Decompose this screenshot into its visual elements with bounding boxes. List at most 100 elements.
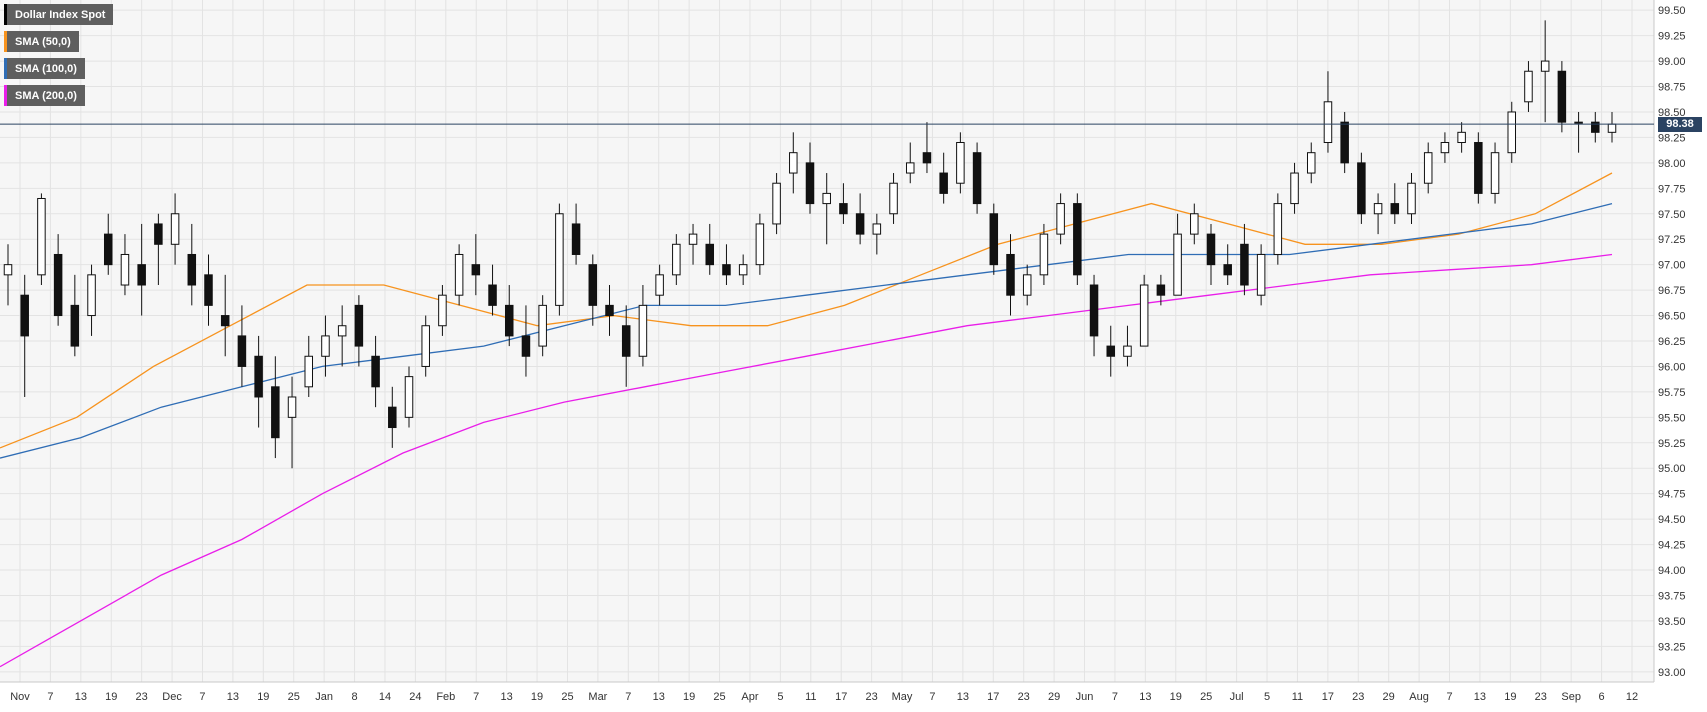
- candle-body: [1557, 70, 1567, 123]
- y-tick-label: 94.00: [1658, 565, 1686, 577]
- y-tick-label: 93.00: [1658, 667, 1686, 679]
- candle-body: [588, 264, 598, 306]
- candle-body: [220, 315, 230, 327]
- x-tick-label: 25: [561, 691, 573, 703]
- x-tick-label: Sep: [1561, 691, 1581, 703]
- y-tick-label: 94.75: [1658, 489, 1686, 501]
- x-tick-label: Jun: [1076, 691, 1094, 703]
- x-tick-label: 17: [1322, 691, 1334, 703]
- candle-body: [1474, 142, 1483, 194]
- candle-body: [989, 213, 999, 266]
- candlesticks: [3, 20, 1617, 469]
- candle-body: [688, 233, 698, 245]
- legend-swatch-sma200: [4, 85, 7, 106]
- x-tick-label: 7: [1112, 691, 1118, 703]
- y-tick-label: 99.50: [1658, 5, 1686, 17]
- candle-body: [1273, 203, 1283, 255]
- y-tick-label: 97.50: [1658, 209, 1686, 221]
- y-tick-label: 98.00: [1658, 158, 1686, 170]
- y-tick-label: 93.75: [1658, 590, 1686, 602]
- candle-body: [555, 213, 564, 306]
- y-tick-label: 96.75: [1658, 285, 1686, 297]
- x-tick-label: 19: [1504, 691, 1516, 703]
- x-tick-label: 19: [531, 691, 543, 703]
- candle-body: [1240, 243, 1249, 286]
- candle-body: [1591, 121, 1600, 133]
- candle-body: [70, 304, 80, 347]
- sma-line: [0, 172, 1613, 449]
- x-tick-label: 7: [1446, 691, 1452, 703]
- x-tick-label: 5: [1264, 691, 1270, 703]
- x-tick-label: 25: [288, 691, 300, 703]
- x-tick-label: 13: [501, 691, 513, 703]
- x-tick-label: Nov: [10, 691, 30, 703]
- candle-body: [605, 304, 614, 317]
- candle-body: [237, 335, 247, 367]
- x-tick-label: 7: [929, 691, 935, 703]
- candle-body: [1373, 203, 1383, 215]
- candle-body: [1457, 131, 1466, 144]
- legend-label-price: Dollar Index Spot: [15, 8, 106, 21]
- y-tick-label: 99.25: [1658, 31, 1686, 43]
- y-tick-label: 95.25: [1658, 438, 1686, 450]
- candle-body: [1407, 182, 1416, 215]
- candle-body: [772, 182, 781, 225]
- x-axis-ticks: Nov 7 13 19 23 Dec 7 13 19 25 Jan 8 14 24 Feb 7 13 19 25 Ma…: [10, 691, 1638, 703]
- candle-body: [1073, 203, 1082, 276]
- y-tick-label: 95.50: [1658, 412, 1686, 424]
- candle-body: [1139, 284, 1149, 347]
- sma-line: [0, 202, 1613, 459]
- candle-body: [37, 197, 46, 276]
- candle-body: [1056, 203, 1065, 235]
- candle-body: [504, 304, 514, 337]
- candle-body: [1490, 152, 1500, 194]
- y-tick-label: 96.25: [1658, 336, 1686, 348]
- candle-body: [1223, 264, 1232, 276]
- candle-body: [1190, 213, 1199, 235]
- candle-body: [20, 294, 29, 337]
- y-tick-label: 98.50: [1658, 107, 1686, 119]
- x-tick-label: 23: [136, 691, 148, 703]
- x-tick-label: 8: [352, 691, 358, 703]
- x-tick-label: 25: [713, 691, 725, 703]
- candle-body: [1340, 121, 1349, 164]
- current-price-tag: 98.38: [1658, 116, 1702, 132]
- x-tick-label: 29: [1048, 691, 1060, 703]
- legend: Dollar Index Spot SMA (50,0) SMA (100,0)…: [4, 4, 114, 112]
- candle-body: [1290, 172, 1299, 205]
- candle-body: [1507, 111, 1517, 154]
- candle-body: [1123, 345, 1132, 357]
- x-tick-label: 5: [777, 691, 783, 703]
- candle-body: [1089, 284, 1099, 337]
- x-tick-label: 13: [227, 691, 239, 703]
- legend-swatch-sma100: [4, 58, 7, 79]
- candle-body: [1423, 152, 1433, 184]
- candle-body: [404, 376, 414, 418]
- candle-body: [922, 152, 932, 164]
- legend-label-sma50: SMA (50,0): [15, 35, 71, 48]
- y-tick-label: 97.00: [1658, 260, 1686, 272]
- candle-body: [705, 243, 715, 266]
- x-tick-label: May: [892, 691, 913, 703]
- x-tick-label: 13: [1474, 691, 1486, 703]
- legend-item-sma50: SMA (50,0): [4, 31, 79, 52]
- x-tick-label: 13: [653, 691, 665, 703]
- candle-body: [1440, 142, 1450, 154]
- candle-body: [137, 264, 146, 286]
- x-tick-label: Jan: [315, 691, 333, 703]
- candle-body: [271, 386, 280, 439]
- candle-body: [287, 396, 297, 418]
- candle-body: [789, 152, 798, 174]
- candle-body: [187, 253, 197, 286]
- candle-body: [87, 274, 96, 317]
- y-tick-label: 93.25: [1658, 641, 1686, 653]
- x-tick-label: 14: [379, 691, 391, 703]
- candle-body: [1206, 233, 1216, 266]
- candle-body: [1039, 233, 1049, 276]
- candle-body: [855, 213, 865, 235]
- candle-body: [1106, 345, 1116, 357]
- x-tick-label: Jul: [1230, 691, 1244, 703]
- candle-body: [1256, 253, 1266, 296]
- candle-body: [738, 264, 748, 276]
